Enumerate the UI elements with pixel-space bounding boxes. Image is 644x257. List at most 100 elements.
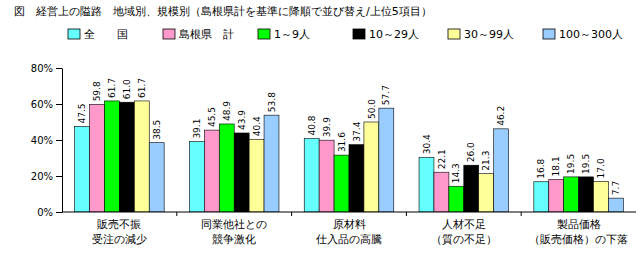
data-label: 18.1 [551, 156, 561, 176]
legend-swatch [353, 29, 365, 39]
bar [304, 139, 319, 212]
data-label: 45.5 [207, 107, 217, 127]
data-label: 40.4 [252, 116, 262, 136]
bar [334, 155, 349, 212]
data-label: 38.5 [152, 120, 162, 140]
x-axis-line [62, 212, 636, 213]
bar [234, 133, 249, 212]
x-tick-label: 同業他社との競争激化 [201, 218, 267, 246]
bar [219, 124, 234, 212]
x-tick-label: 人材不足（質の不足） [431, 218, 497, 246]
data-label: 39.9 [322, 117, 332, 137]
data-label: 46.2 [496, 106, 506, 126]
data-label: 61.0 [122, 79, 132, 99]
bar [549, 179, 564, 212]
y-tick-mark [56, 68, 62, 69]
bar [204, 130, 219, 212]
x-tick-label: 原材料仕入品の高騰 [316, 218, 382, 246]
bar [494, 129, 509, 212]
bar [564, 177, 579, 212]
y-tick: 60% [31, 99, 62, 110]
y-tick-label: 80% [31, 63, 53, 74]
x-separator [176, 212, 177, 216]
bar [434, 172, 449, 212]
bar [594, 181, 609, 212]
y-tick-label: 60% [31, 99, 53, 110]
data-label: 53.8 [267, 92, 277, 112]
data-label: 19.5 [566, 154, 576, 174]
y-tick: 40% [31, 135, 62, 146]
data-label: 61.7 [137, 78, 147, 98]
data-label: 7.7 [611, 181, 621, 195]
y-tick-label: 20% [31, 171, 53, 182]
bar [379, 108, 394, 212]
data-label: 61.7 [107, 78, 117, 98]
legend-item: 30～99人 [448, 28, 514, 41]
bar [608, 198, 623, 212]
legend-item: 島根県 計 [163, 28, 234, 41]
y-tick: 0% [37, 207, 62, 218]
data-label: 50.0 [367, 99, 377, 119]
legend-item: 10～29人 [353, 28, 419, 41]
legend-label: 1～9人 [274, 28, 310, 41]
data-label: 40.8 [307, 115, 317, 135]
x-separator [521, 212, 522, 216]
bar [75, 127, 90, 213]
y-tick-mark [56, 140, 62, 141]
bar [419, 157, 434, 212]
legend-item: 全 国 [68, 28, 128, 41]
plot: 47.539.140.830.416.859.845.539.922.118.1… [31, 63, 636, 246]
y-tick-mark [56, 212, 62, 213]
y-tick-mark [56, 104, 62, 105]
data-label: 37.4 [352, 121, 362, 141]
bar [364, 122, 379, 212]
bar [249, 139, 264, 212]
x-axis: 販売不振受注の減少 同業他社との競争激化 原材料仕入品の高騰 人材不足（質の不足） 製品… [62, 212, 636, 246]
chart: 図 経営上の隘路 地域別、規模別（島根県計を基準に降順で並び替え/上位5項目） 全… [0, 0, 644, 257]
legend-label: 全 国 [84, 28, 128, 41]
legend-label: 島根県 計 [179, 28, 234, 41]
y-axis-line [62, 69, 63, 213]
data-label: 39.1 [192, 119, 202, 139]
x-separator [406, 212, 407, 216]
data-label: 19.5 [581, 154, 591, 174]
legend-item: 1～9人 [258, 28, 310, 41]
legend-label: 30～99人 [464, 28, 514, 41]
legend-swatch [68, 29, 80, 39]
data-label: 14.3 [451, 163, 461, 183]
data-label: 17.0 [596, 158, 606, 178]
legend-item: 100～300人 [543, 28, 623, 41]
bars [75, 101, 624, 212]
bar [479, 174, 494, 212]
bar [189, 142, 204, 212]
legend-swatch [448, 29, 460, 39]
data-labels: 47.539.140.830.416.859.845.539.922.118.1… [77, 78, 621, 195]
y-tick-label: 0% [37, 207, 53, 218]
data-label: 26.0 [466, 142, 476, 162]
data-label: 43.9 [237, 110, 247, 130]
bar [449, 186, 464, 212]
bar [264, 115, 279, 212]
bar [319, 140, 334, 212]
bar [349, 145, 364, 212]
bar [134, 101, 149, 212]
data-label: 22.1 [437, 149, 447, 169]
bar [464, 165, 479, 212]
data-label: 57.7 [381, 85, 391, 105]
bar [104, 101, 119, 212]
x-separator [291, 212, 292, 216]
x-tick-label: 販売不振受注の減少 [92, 218, 147, 246]
x-tick-label: 製品価格（販売価格）の下落 [529, 218, 628, 246]
bar [579, 177, 594, 212]
title: 図 経営上の隘路 地域別、規模別（島根県計を基準に降順で並び替え/上位5項目） [14, 5, 432, 18]
y-tick-label: 40% [31, 135, 53, 146]
data-label: 30.4 [422, 134, 432, 154]
data-label: 59.8 [92, 81, 102, 101]
y-tick: 20% [31, 171, 62, 182]
legend: 全 国 島根県 計 1～9人 10～29人 30～99人 100～300人 [68, 28, 623, 41]
legend-label: 10～29人 [369, 28, 419, 41]
y-tick-mark [56, 176, 62, 177]
legend-swatch [543, 29, 555, 39]
data-label: 16.8 [536, 158, 546, 178]
data-label: 21.3 [481, 151, 491, 171]
